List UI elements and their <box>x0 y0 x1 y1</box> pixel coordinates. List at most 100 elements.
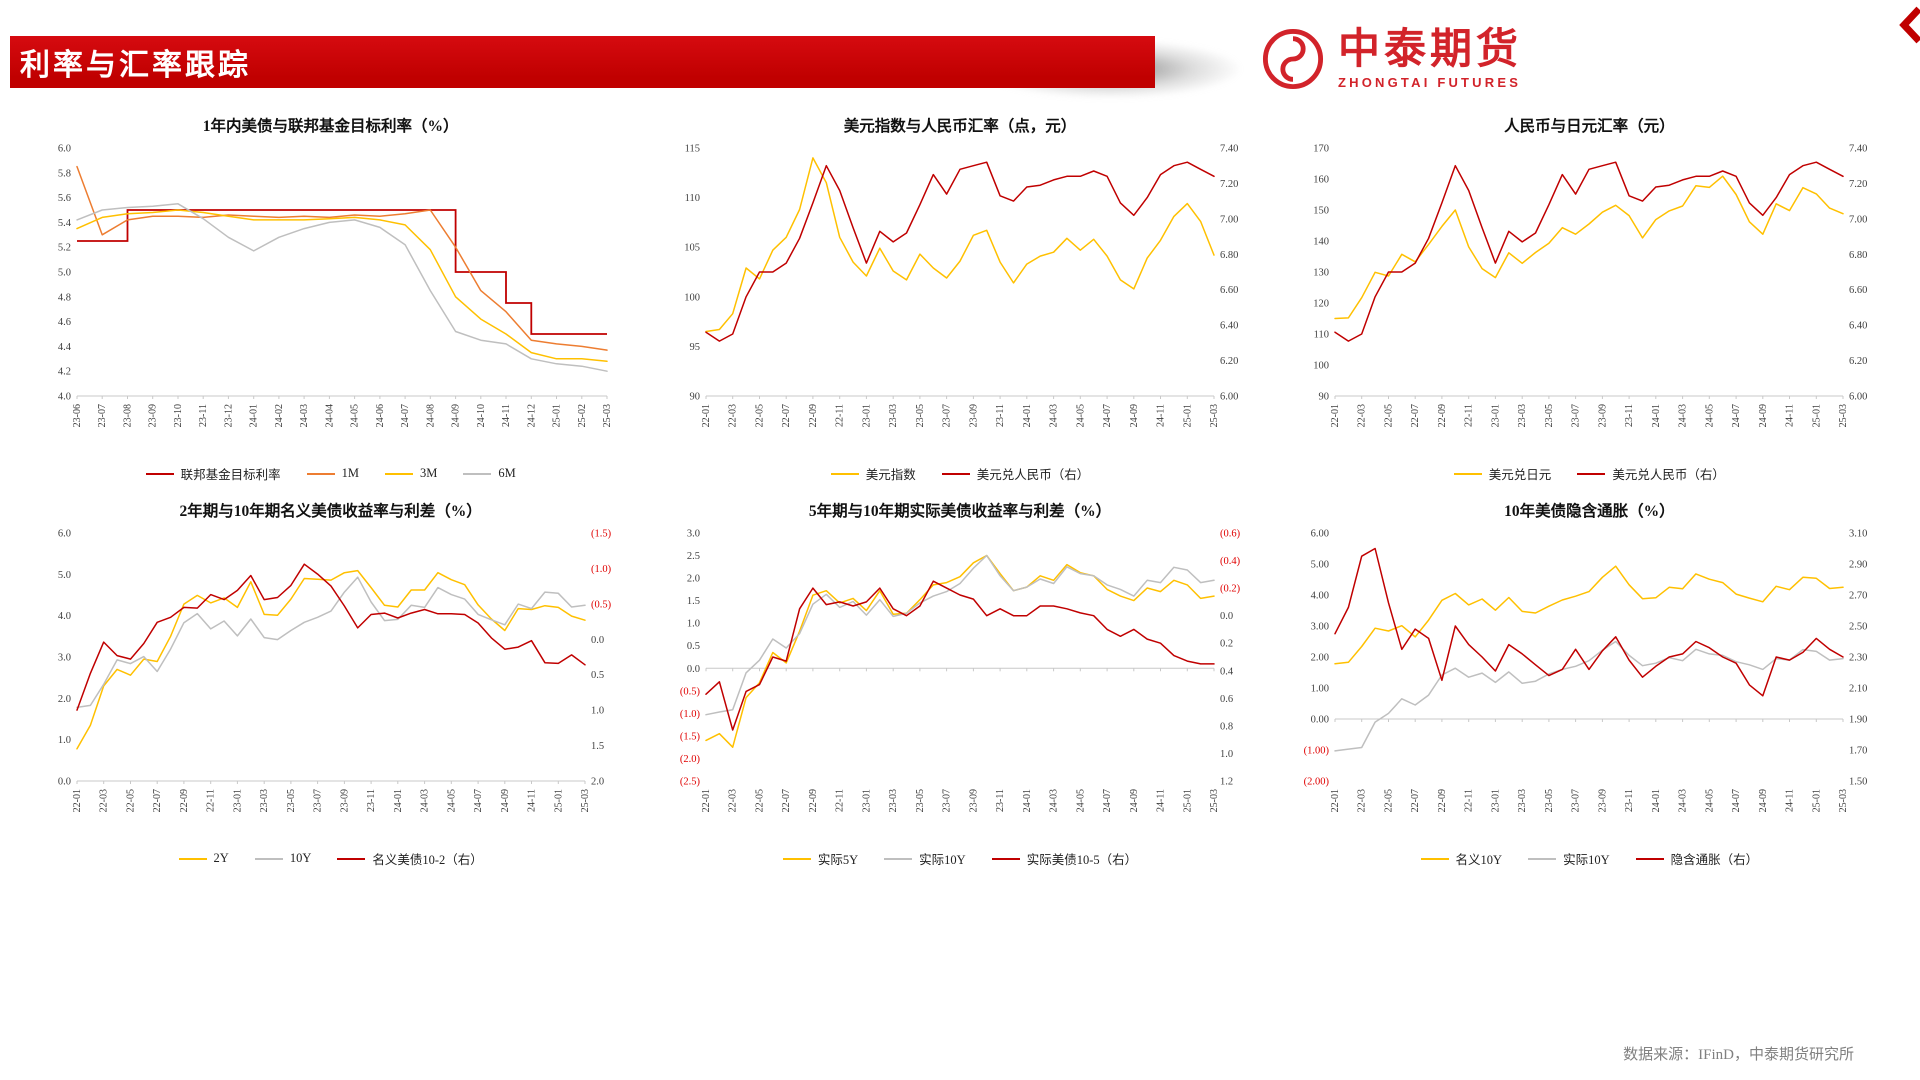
x-axis-tick-label: 24-05 <box>1705 789 1716 812</box>
chart-implied-inflation: 10年美债隐含通胀（%） 6.00 5.00 4.00 3.00 2.00 1.00 0.0… <box>1283 489 1896 868</box>
legend-line-swatch <box>830 472 859 475</box>
series-line <box>705 554 1215 748</box>
x-axis-tick-label: 24-07 <box>400 404 411 427</box>
x-axis-tick-label: 23-01 <box>1491 404 1502 427</box>
series-line <box>75 563 586 711</box>
y-axis-tick-label: (2.5) <box>680 777 701 788</box>
x-axis-tick-label: 23-01 <box>1491 789 1502 812</box>
y-axis-tick-label: (2.00) <box>1304 777 1330 788</box>
x-axis-tick-label: 25-03 <box>1209 789 1220 812</box>
x-axis-tick-label: 22-03 <box>728 789 739 812</box>
y-axis-tick-label: (1.0) <box>591 564 612 575</box>
x-axis-tick-label: 22-07 <box>781 789 792 812</box>
x-axis-tick-label: 24-01 <box>1651 404 1662 427</box>
y-axis-tick-label: 2.00 <box>1311 653 1329 664</box>
x-axis-tick-label: 22-01 <box>701 789 712 812</box>
x-axis-tick-label: 25-03 <box>1838 789 1849 812</box>
chart-legend: 名义10Y 实际10Y 隐含通胀（右） <box>1420 849 1758 868</box>
y-axis-tick-label: 2.0 <box>591 777 604 788</box>
x-axis-tick-label: 24-05 <box>349 404 360 427</box>
x-axis-tick-label: 23-11 <box>995 404 1006 427</box>
x-axis-tick-label: 22-11 <box>835 404 846 427</box>
chart-us-short-rates: 1年内美债与联邦基金目标利率（%） 6.0 5.8 5.6 5.4 5.2 5.0 4.8 4… <box>24 104 637 483</box>
x-axis-tick-label: 23-11 <box>366 789 377 812</box>
y-axis-tick-label: (0.5) <box>680 686 701 697</box>
y-axis-tick-label: 6.00 <box>1849 392 1867 403</box>
x-axis-tick-label: 23-11 <box>198 404 209 427</box>
y-axis-tick-label: (0.4) <box>1220 556 1241 567</box>
x-axis-tick-label: 25-02 <box>576 404 587 427</box>
x-axis-tick-label: 23-03 <box>888 789 899 812</box>
x-axis-tick-label: 22-03 <box>1357 789 1368 812</box>
chart-plot: 6.0 5.0 4.0 3.0 2.0 1.0 0.0 (1.5) (1.0) (0.5) 0.0 0… <box>58 529 612 813</box>
x-axis-tick-label: 24-01 <box>1651 789 1662 812</box>
x-axis-tick-label: 24-10 <box>475 404 486 427</box>
legend-label: 实际10Y <box>1563 853 1610 867</box>
x-axis-tick-label: 24-03 <box>299 404 310 427</box>
x-axis-tick-label: 24-09 <box>1758 404 1769 427</box>
chart-title: 1年内美债与联邦基金目标利率（%） <box>202 118 459 135</box>
y-axis-tick-label: 2.0 <box>58 694 71 705</box>
x-axis-tick-label: 25-01 <box>551 404 562 427</box>
chart-plot: 170 160 150 140 130 120 110 100 90 7.40 7.20 7.00 6.… <box>1314 144 1868 428</box>
x-axis-tick-label: 23-09 <box>1598 404 1609 427</box>
x-axis-tick-label: 24-09 <box>1129 789 1140 812</box>
chart-plot: 115 110 105 100 95 90 7.40 7.20 7.00 6.80 6.60 6.40… <box>684 144 1238 428</box>
y-axis-tick-label: (1.0) <box>680 709 701 720</box>
series-line <box>75 209 608 363</box>
x-axis-tick-label: 23-01 <box>861 789 872 812</box>
x-axis-tick-label: 24-01 <box>248 404 259 427</box>
legend-item: 2Y <box>178 851 229 866</box>
legend-line-swatch <box>1528 857 1557 860</box>
legend-label: 美元兑日元 <box>1488 468 1552 482</box>
charts-grid: 1年内美债与联邦基金目标利率（%） 6.0 5.8 5.6 5.4 5.2 5.0 4.8 4… <box>24 104 1896 868</box>
legend-label: 2Y <box>213 851 229 865</box>
x-axis-tick-label: 23-09 <box>968 789 979 812</box>
chart-plot: 3.0 2.5 2.0 1.5 1.0 0.5 0.0 (0.5) (1.0) (1.5) (2.0… <box>680 529 1241 813</box>
x-axis-tick-label: 23-03 <box>259 789 270 812</box>
x-axis-tick-label: 24-11 <box>1785 789 1796 812</box>
y-axis-tick-label: 6.60 <box>1220 285 1238 296</box>
y-axis-tick-label: 7.20 <box>1220 179 1238 190</box>
x-axis-tick-label: 24-03 <box>1049 404 1060 427</box>
y-axis-tick-label: 105 <box>684 243 700 254</box>
legend-label: 美元指数 <box>865 468 916 482</box>
chart-legend: 美元指数 美元兑人民币（右） <box>830 464 1089 483</box>
x-axis-tick-label: 22-03 <box>98 789 109 812</box>
x-axis-tick-label: 23-08 <box>122 404 133 427</box>
chart-legend: 实际5Y 实际10Y 实际美债10-5（右） <box>782 849 1137 868</box>
chart-title: 美元指数与人民币汇率（点，元） <box>843 118 1077 135</box>
y-axis-tick-label: 90 <box>1319 392 1330 403</box>
x-axis-tick-label: 22-05 <box>1384 404 1395 427</box>
x-axis-tick-label: 24-05 <box>1075 404 1086 427</box>
x-axis-tick-label: 24-09 <box>1129 404 1140 427</box>
legend-line-swatch <box>884 857 913 860</box>
x-axis-tick-label: 23-09 <box>1598 789 1609 812</box>
legend-line-swatch <box>1453 472 1482 475</box>
y-axis-tick-label: (1.5) <box>591 529 612 540</box>
x-axis-tick-label: 24-05 <box>1075 789 1086 812</box>
y-axis-tick-label: 2.30 <box>1849 653 1867 664</box>
legend-label: 名义美债10-2（右） <box>372 853 483 867</box>
series-line <box>76 209 607 335</box>
x-axis-tick-label: 24-05 <box>446 789 457 812</box>
legend-item: 实际美债10-5（右） <box>991 849 1137 868</box>
legend-line-swatch <box>941 472 970 475</box>
series-line <box>75 165 608 351</box>
series-line <box>705 157 1215 333</box>
series-line <box>1334 175 1845 320</box>
x-axis-tick-label: 24-11 <box>501 404 512 427</box>
x-axis-tick-label: 23-07 <box>312 789 323 812</box>
series-line <box>1334 161 1845 342</box>
y-axis-tick-label: (1.5) <box>680 731 701 742</box>
y-axis-tick-label: 6.0 <box>58 529 71 540</box>
x-axis-tick-label: 22-09 <box>808 404 819 427</box>
y-axis-tick-label: 110 <box>685 193 700 204</box>
y-axis-tick-label: 5.4 <box>58 218 72 229</box>
y-axis-tick-label: 160 <box>1314 175 1330 186</box>
x-axis-tick-label: 22-09 <box>1437 789 1448 812</box>
legend-line-swatch <box>782 857 811 860</box>
y-axis-tick-label: 5.0 <box>58 570 71 581</box>
x-axis-tick-label: 24-09 <box>1758 789 1769 812</box>
